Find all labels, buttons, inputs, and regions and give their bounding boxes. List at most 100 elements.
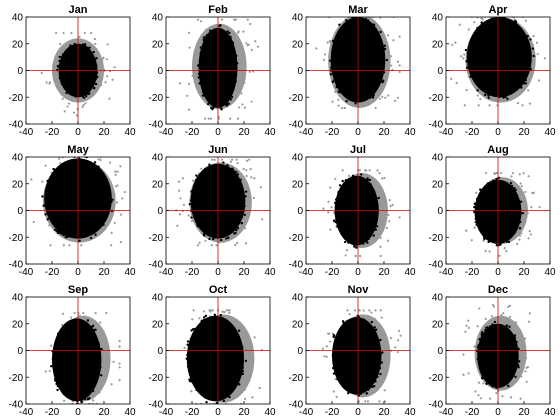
panel-sep-inner-point [50, 364, 53, 368]
panel-oct-inner-point [186, 343, 189, 346]
panel-apr-outlier-point [516, 102, 520, 105]
panel-mar-outlier-point [379, 28, 382, 31]
panel-feb-outlier-point [207, 117, 210, 120]
panel-dec-x-tick-label: -40 [439, 407, 454, 418]
panel-may-outlier-point [62, 244, 65, 247]
panel-jun-outlier-point [244, 242, 248, 245]
panel-jun-outlier-point [236, 241, 239, 245]
panel-apr-y-tick-label: 0 [437, 66, 443, 77]
panel-oct-inner-point [195, 388, 198, 392]
panel-jun-x-tick-label: -40 [159, 267, 174, 278]
panel-mar-inner-point [331, 39, 335, 43]
panel-sep-outlier-point [112, 360, 115, 363]
panel-jan-outlier-point [98, 72, 102, 75]
panel-jun-outlier-point [259, 186, 262, 189]
panel-sep-outlier-point [49, 344, 53, 347]
panel-mar-outlier-point [383, 74, 386, 77]
panel-feb-inner-point [236, 62, 239, 65]
panel-may-y-tick-label: -20 [9, 233, 24, 244]
panel-oct-outlier-point [231, 393, 235, 396]
panel-jan-outlier-point [88, 44, 91, 47]
panel-jul-outlier-point [391, 203, 394, 207]
panel-jan-inner-point [83, 43, 87, 46]
panel-jul-y-tick-label: 0 [297, 206, 303, 217]
panel-apr-inner-point [483, 93, 487, 97]
panel-dec-inner-point [489, 325, 492, 328]
panel-dec-inner-point [507, 384, 510, 388]
panel-dec-inner-point [485, 382, 488, 386]
panel-mar-chart: -40 -20 0 20 40 -40 -20 0 20 40 Mar [289, 4, 416, 138]
panel-nov-x-tick-label: 0 [355, 407, 361, 418]
panel-apr-inner-point [465, 66, 469, 69]
panel-jun-inner-point [234, 231, 237, 235]
panel-jan-outlier-point [97, 81, 100, 84]
panel-feb-inner-point [197, 72, 201, 76]
panel-jul-inner-point [343, 240, 347, 244]
panel-aug-outlier-point [520, 223, 523, 227]
panel-nov-inner-point [341, 320, 345, 323]
panel-jul-outlier-point [379, 236, 382, 240]
panel-feb-inner-point [226, 30, 229, 33]
panel-mar-inner-point [351, 17, 354, 19]
panel-sep-outlier-point [105, 353, 109, 357]
panel-nov-outlier-point [346, 309, 349, 312]
panel-mar-inner-point [369, 96, 372, 99]
panel-aug-outlier-point [493, 172, 496, 176]
panel-may-inner-point [63, 162, 66, 165]
panel-mar-inner-point [385, 58, 389, 62]
panel-jul-inner-point [374, 224, 377, 227]
panel-apr-inner-point [464, 48, 468, 52]
panel-oct-outlier-point [192, 309, 195, 312]
panel-feb-inner-point [230, 40, 234, 43]
panel-may-outlier-point [49, 244, 52, 247]
panel-aug-outlier-point [529, 233, 532, 236]
panel-may-outlier-point [121, 197, 124, 200]
panel-jun-inner-point [208, 237, 211, 241]
panel-jan-outlier-point [72, 97, 75, 100]
panel-nov-inner-point [373, 326, 376, 329]
panel-aug-y-tick-label: -40 [429, 260, 444, 271]
panel-jan-outlier-point [66, 105, 69, 108]
panel-mar-outlier-point [378, 97, 382, 100]
panel-feb-inner-point [208, 29, 212, 32]
panel-jul-outlier-point [388, 220, 391, 223]
panel-may-outlier-point [114, 173, 117, 176]
panel-may-outlier-point [123, 190, 126, 194]
panel-jul-x-tick-label: 0 [355, 267, 361, 278]
panel-mar-y-tick-label: 0 [297, 66, 303, 77]
panel-jun-outlier-point [242, 176, 246, 179]
panel-oct-x-tick-label: 20 [238, 407, 250, 418]
panel-apr-outlier-point [528, 102, 531, 105]
panel-aug-outlier-point [475, 191, 478, 194]
panel-jun-outlier-point [248, 158, 251, 161]
panel-aug-inner-point [475, 197, 479, 201]
panel-aug-inner-point [495, 243, 499, 247]
panel-dec-outlier-point [473, 345, 476, 348]
panel-may-inner-point [41, 195, 44, 198]
panel-mar-outlier-point [340, 106, 344, 110]
panel-apr-plot-area [450, 17, 546, 107]
panel-nov-outlier-point [332, 390, 335, 393]
panel-jan-inner-point [74, 95, 78, 98]
panel-dec-outlier-point [525, 380, 528, 383]
panel-apr-x-tick-label: -20 [465, 127, 480, 138]
panel-oct-y-tick-label: -40 [149, 400, 164, 411]
panel-mar-outlier-point [393, 99, 397, 102]
panel-aug-plot-area [465, 171, 541, 257]
panel-apr-inner-point [487, 94, 490, 97]
panel-nov-y-tick-label: 40 [292, 293, 304, 304]
panel-jun-y-tick-label: -40 [149, 260, 164, 271]
panel-oct-outlier-point [258, 386, 261, 390]
panel-dec-inner-point [491, 385, 494, 388]
panel-jul-outlier-point [334, 177, 337, 181]
panel-aug-inner-point [483, 237, 486, 241]
panel-aug-inner-point [519, 200, 523, 203]
panel-oct-y-tick-label: 0 [157, 346, 163, 357]
panel-nov-inner-point [368, 386, 372, 389]
panel-may-inner-point [97, 165, 100, 168]
panel-jan-inner-point [69, 44, 72, 47]
panel-apr-outlier-point [458, 23, 461, 26]
panel-mar-outlier-point [386, 34, 390, 37]
panel-aug-x-tick-label: 0 [495, 267, 501, 278]
panel-jan-inner-point [58, 59, 61, 63]
